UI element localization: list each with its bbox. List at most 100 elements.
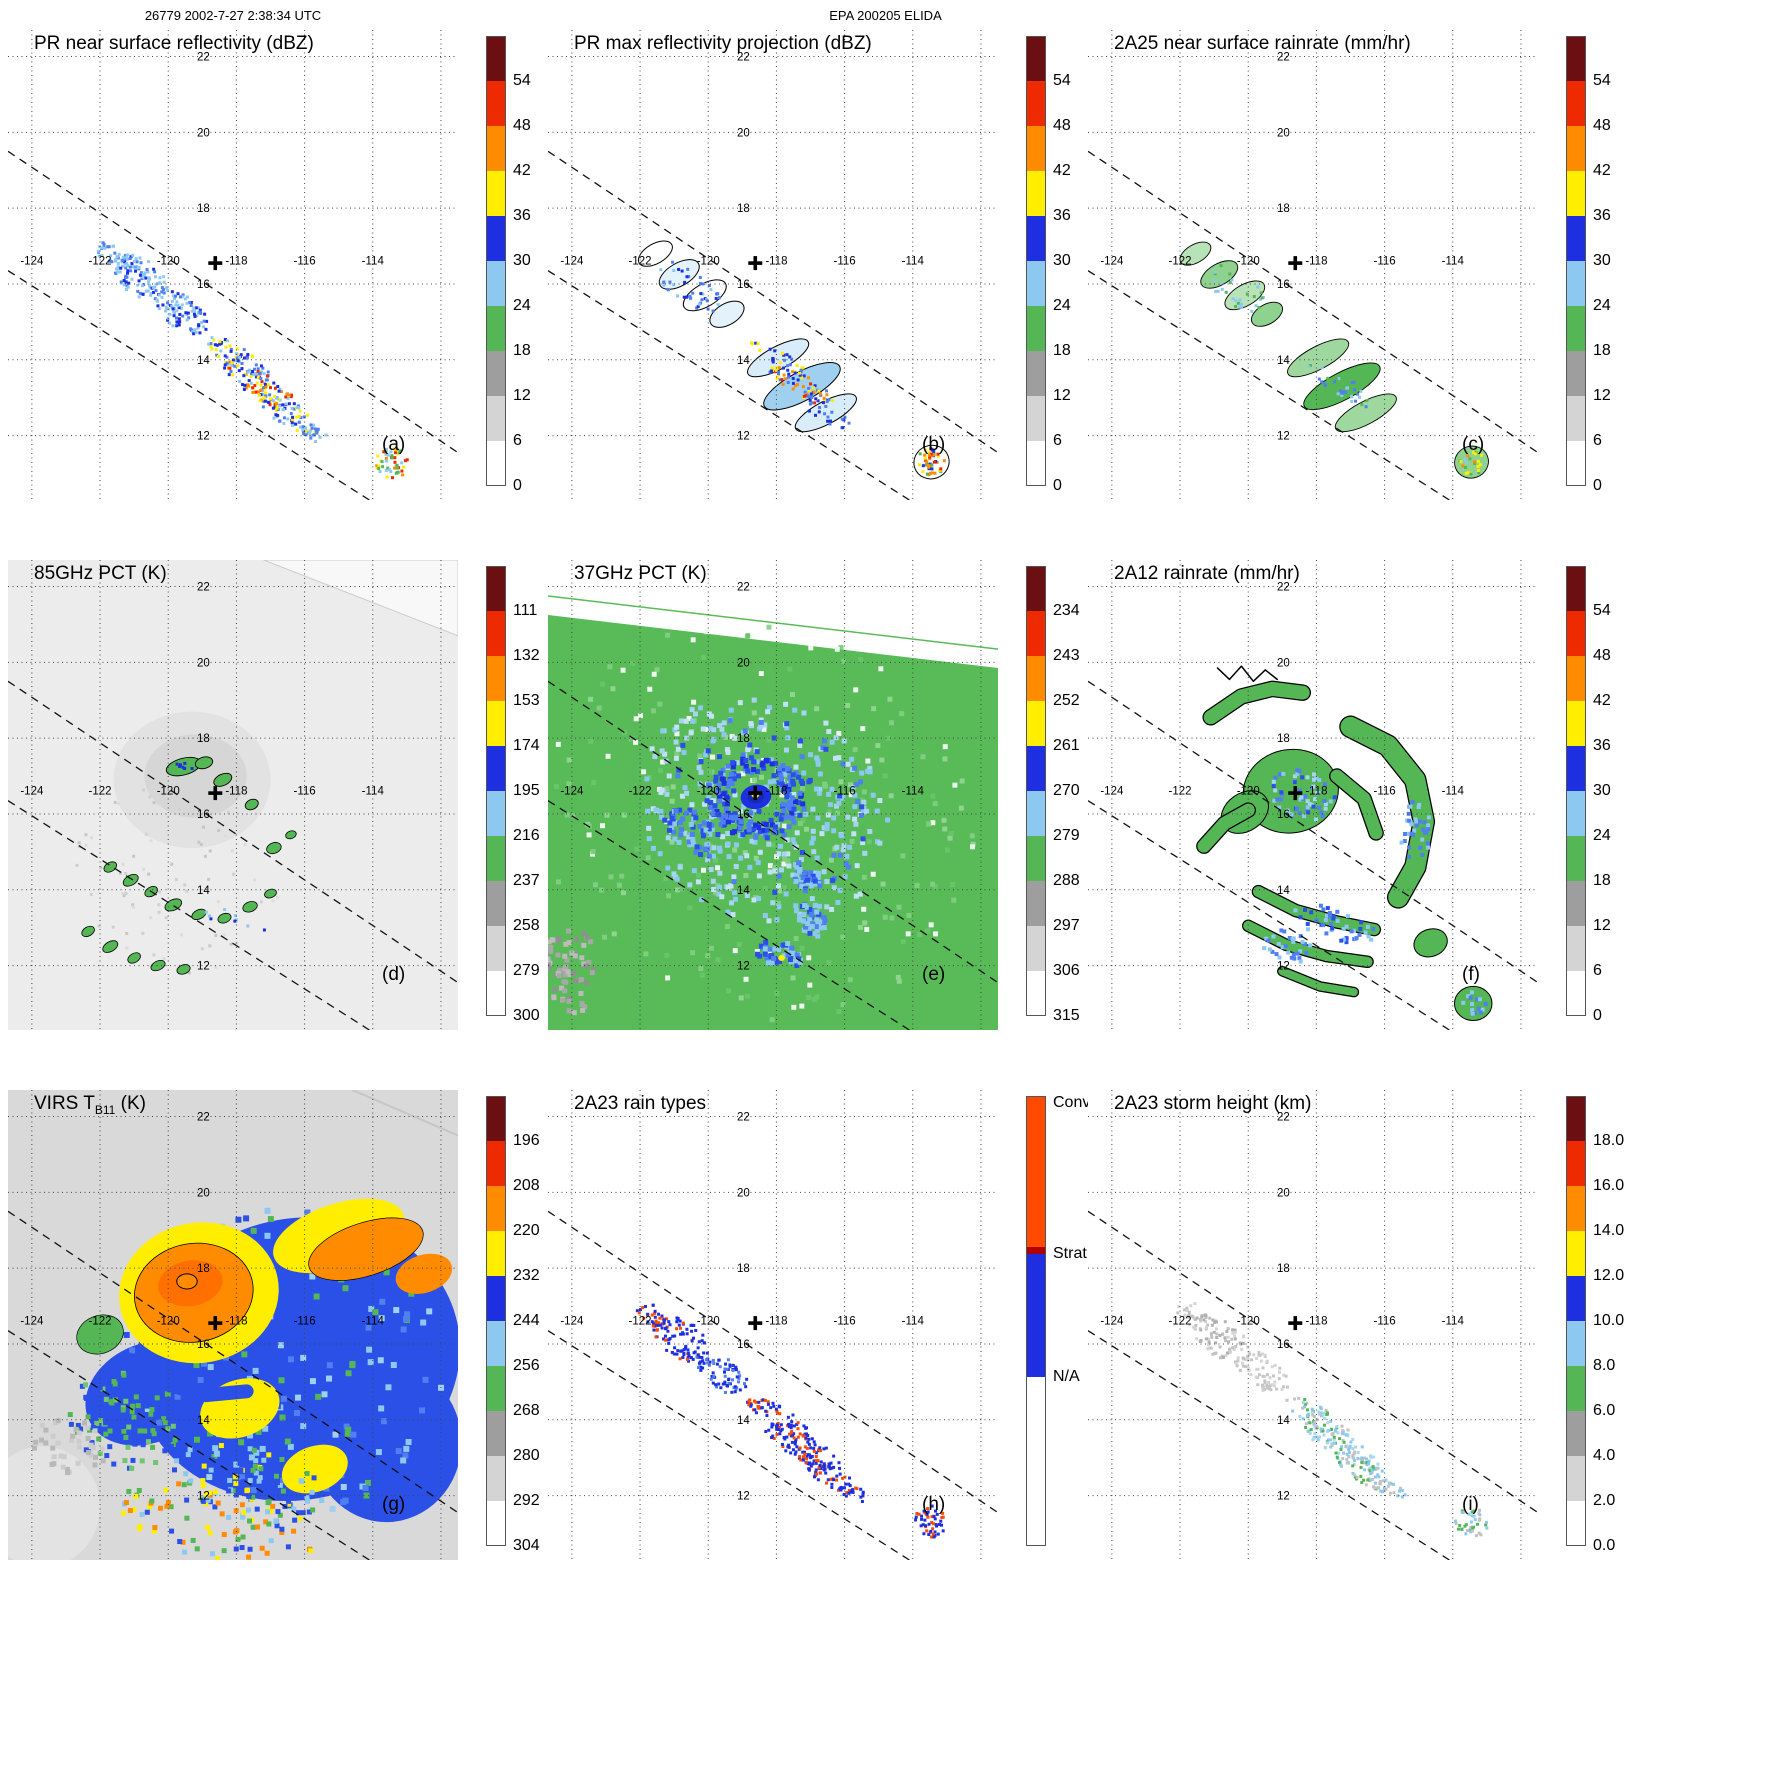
colorbar-tick-label: Strat (1053, 1244, 1087, 1262)
svg-text:-114: -114 (1442, 255, 1465, 267)
colorbar-segment (486, 81, 506, 126)
colorbar-segment (486, 1321, 506, 1366)
svg-text:-114: -114 (362, 785, 385, 797)
colorbar-tick-label: 54 (1593, 602, 1611, 619)
svg-text:-118: -118 (1305, 785, 1327, 797)
panel-b-colorbar: 54 48 42 36 30 24 18 12 6 0 (1026, 36, 1071, 494)
colorbar-segment (486, 1276, 506, 1321)
panel-g-title-text: VIRS T (34, 1093, 95, 1114)
colorbar-segment (1566, 926, 1586, 971)
svg-text:-124: -124 (20, 785, 44, 797)
panel-c-colorbar: 54 48 42 36 30 24 18 12 6 0 (1566, 36, 1611, 494)
colorbar-segment (486, 36, 506, 81)
svg-text:-122: -122 (629, 785, 652, 797)
colorbar-tick-label: 6 (1593, 962, 1602, 979)
svg-text:-120: -120 (1237, 785, 1260, 797)
svg-text:20: 20 (197, 1187, 210, 1199)
colorbar-segment (1026, 171, 1046, 216)
colorbar-segment (1026, 1377, 1046, 1546)
svg-text:20: 20 (1277, 127, 1290, 139)
colorbar-segment (486, 351, 506, 396)
svg-text:-124: -124 (560, 785, 584, 797)
panel-h-letter: (h) (922, 1494, 946, 1515)
panel-d-colorbar: 111 132 153 174 195 216 237 258 279 300 (486, 566, 540, 1024)
panel-d-map: -124 -122 -120 -118 -116 -114 12 14 16 18 20 22 (8, 560, 458, 1030)
colorbar-segment (486, 566, 506, 611)
colorbar-tick-label: 288 (1053, 872, 1080, 889)
colorbar-segment (1566, 1276, 1586, 1321)
colorbar-segment (1026, 746, 1046, 791)
colorbar-segment (1026, 791, 1046, 836)
svg-text:12: 12 (197, 431, 210, 443)
svg-text:-120: -120 (157, 255, 180, 267)
colorbar-segment (486, 881, 506, 926)
panel-a-colorbar: 54 48 42 36 30 24 18 12 6 0 (486, 36, 531, 494)
colorbar-tick-label: 42 (513, 162, 531, 179)
panel-h-title: 2A23 rain types (574, 1093, 706, 1117)
svg-text:-118: -118 (225, 785, 247, 797)
colorbar-tick-label: 12.0 (1593, 1267, 1625, 1284)
colorbar-segment (486, 656, 506, 701)
colorbar-tick-label: 12 (1593, 917, 1611, 934)
panel-f-title: 2A12 rainrate (mm/hr) (1114, 563, 1300, 587)
colorbar-segment (1566, 216, 1586, 261)
panel-i-colorbar: 18.0 16.0 14.0 12.0 10.0 8.0 6.0 4.0 2.0 0.0 (1566, 1096, 1624, 1554)
colorbar-segment (1566, 351, 1586, 396)
svg-text:18: 18 (737, 203, 750, 215)
svg-text:-118: -118 (765, 255, 787, 267)
svg-text:-114: -114 (902, 1315, 925, 1327)
svg-text:-114: -114 (1442, 785, 1465, 797)
panel-f-title-text: 2A12 rainrate (mm/hr) (1114, 563, 1300, 584)
colorbar-tick-label: 0.0 (1593, 1537, 1616, 1554)
svg-text:14: 14 (1277, 355, 1290, 367)
colorbar-tick-label: 261 (1053, 737, 1080, 754)
svg-text:12: 12 (1277, 431, 1290, 443)
svg-text:20: 20 (737, 1187, 750, 1199)
colorbar-tick-label: 258 (513, 917, 540, 934)
panel-i-map: -124 -122 -120 -118 -116 -114 12 14 16 18 20 22 (1088, 1090, 1538, 1560)
panel-h-title-text: 2A23 rain types (574, 1093, 707, 1114)
colorbar-segment (1566, 126, 1586, 171)
svg-text:22: 22 (197, 582, 210, 594)
colorbar-segment (486, 396, 506, 441)
colorbar-segment (1566, 441, 1586, 486)
svg-text:14: 14 (737, 355, 750, 367)
colorbar-tick-label: 6 (513, 432, 522, 449)
colorbar-tick-label: 42 (1593, 162, 1611, 179)
colorbar-segment (1566, 396, 1586, 441)
svg-text:-116: -116 (834, 255, 856, 267)
colorbar-segment (486, 611, 506, 656)
svg-text:-116: -116 (834, 785, 856, 797)
panel-f: -124 -122 -120 -118 -116 -114 12 14 16 18 20 22 2A1… (1088, 560, 1633, 1045)
panel-d-title-text: 85GHz PCT (K) (34, 563, 167, 584)
svg-text:22: 22 (737, 52, 750, 64)
colorbar-segment (1566, 611, 1586, 656)
panel-h-map: -124 -122 -120 -118 -116 -114 12 14 16 18 20 22 (548, 1090, 998, 1560)
panel-a-title: PR near surface reflectivity (dBZ) (34, 33, 314, 57)
colorbar-tick-label: N/A (1053, 1368, 1080, 1386)
colorbar-segment (486, 1186, 506, 1231)
colorbar-segment (1026, 836, 1046, 881)
panel-b: -124 -122 -120 -118 -116 -114 12 14 16 18 20 22 PR … (548, 30, 1093, 515)
colorbar-tick-label: 30 (1053, 252, 1071, 269)
colorbar-tick-label: 297 (1053, 917, 1080, 934)
colorbar-segment (1566, 881, 1586, 926)
svg-text:-120: -120 (157, 785, 180, 797)
svg-text:-124: -124 (20, 1315, 44, 1327)
colorbar-segment (486, 1501, 506, 1546)
panel-i-title: 2A23 storm height (km) (1114, 1093, 1311, 1117)
colorbar-segment (1026, 126, 1046, 171)
colorbar-tick-label: 111 (513, 602, 538, 619)
colorbar-tick-label: 0 (1593, 477, 1602, 494)
colorbar-tick-label: 256 (513, 1357, 540, 1374)
panel-i-title-text: 2A23 storm height (km) (1114, 1093, 1312, 1114)
colorbar-segment (1566, 1186, 1586, 1231)
colorbar-segment (1026, 441, 1046, 486)
colorbar-tick-label: 12 (1593, 387, 1611, 404)
colorbar-tick-label: 36 (513, 207, 531, 224)
panel-e-title: 37GHz PCT (K) (574, 563, 707, 587)
colorbar-tick-label: 18 (513, 342, 531, 359)
colorbar-segment (1566, 836, 1586, 881)
svg-text:-116: -116 (294, 1315, 316, 1327)
